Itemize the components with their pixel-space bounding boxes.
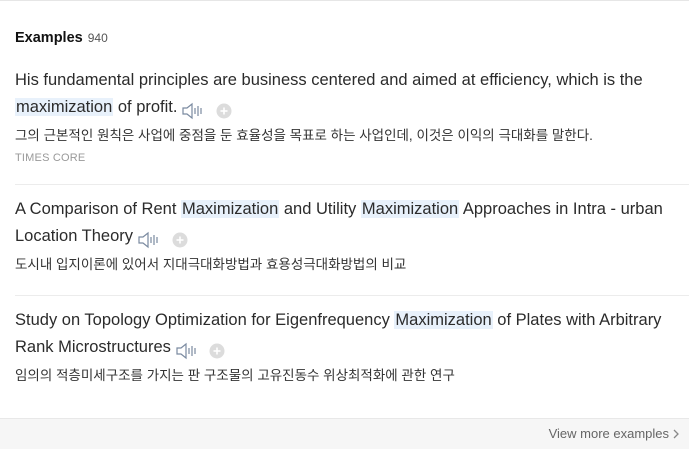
source-label: TIMES CORE xyxy=(15,152,86,164)
sentence-text: of Plates with Arbitrary Rank Microstruc… xyxy=(15,311,662,356)
top-divider xyxy=(0,0,689,1)
korean-translation: 임의의 적층미세구조를 가지는 판 구조물의 고유진동수 위상최적화에 관한 연… xyxy=(15,368,455,383)
sentence-text: and Utility xyxy=(279,200,361,218)
examples-header: Examples 940 xyxy=(15,30,108,50)
example-item: Study on Topology Optimization for Eigen… xyxy=(15,307,683,386)
korean-translation: 도시내 입지이론에 있어서 지대극대화방법과 효용성극대화방법의 비교 xyxy=(15,257,407,272)
section-title: Examples xyxy=(15,30,83,46)
highlighted-term: Maximization xyxy=(181,200,280,218)
chevron-right-icon xyxy=(673,429,679,438)
divider xyxy=(15,184,689,185)
divider xyxy=(15,295,689,296)
korean-translation: 그의 근본적인 원칙은 사업에 중점을 둔 효율성을 목표로 하는 사업인데, … xyxy=(15,128,593,143)
speaker-icon[interactable] xyxy=(181,102,205,120)
example-sentence: Study on Topology Optimization for Eigen… xyxy=(15,307,683,364)
view-more-examples-link[interactable]: View more examples xyxy=(549,426,679,441)
footer-bar xyxy=(0,418,689,449)
add-icon[interactable] xyxy=(172,232,188,248)
add-icon[interactable] xyxy=(209,343,225,359)
view-more-label: View more examples xyxy=(548,426,669,441)
highlighted-term: Maximization xyxy=(394,311,493,329)
sentence-text: Study on Topology Optimization for Eigen… xyxy=(15,311,395,329)
highlighted-term: maximization xyxy=(15,98,114,116)
sentence-text: A Comparison of Rent xyxy=(15,200,181,218)
sentence-text: His fundamental principles are business … xyxy=(15,71,643,89)
example-item: His fundamental principles are business … xyxy=(15,67,683,164)
examples-count: 940 xyxy=(87,31,108,45)
add-icon[interactable] xyxy=(216,103,232,119)
highlighted-term: Maximization xyxy=(360,200,460,218)
example-sentence: His fundamental principles are business … xyxy=(15,67,683,124)
sentence-text: Approaches in Intra - urban Location The… xyxy=(15,200,663,245)
example-item: A Comparison of Rent Maximization and Ut… xyxy=(15,196,683,275)
example-sentence: A Comparison of Rent Maximization and Ut… xyxy=(15,196,683,253)
sentence-text: of profit. xyxy=(113,98,178,116)
speaker-icon[interactable] xyxy=(137,231,161,249)
speaker-icon[interactable] xyxy=(175,342,199,360)
